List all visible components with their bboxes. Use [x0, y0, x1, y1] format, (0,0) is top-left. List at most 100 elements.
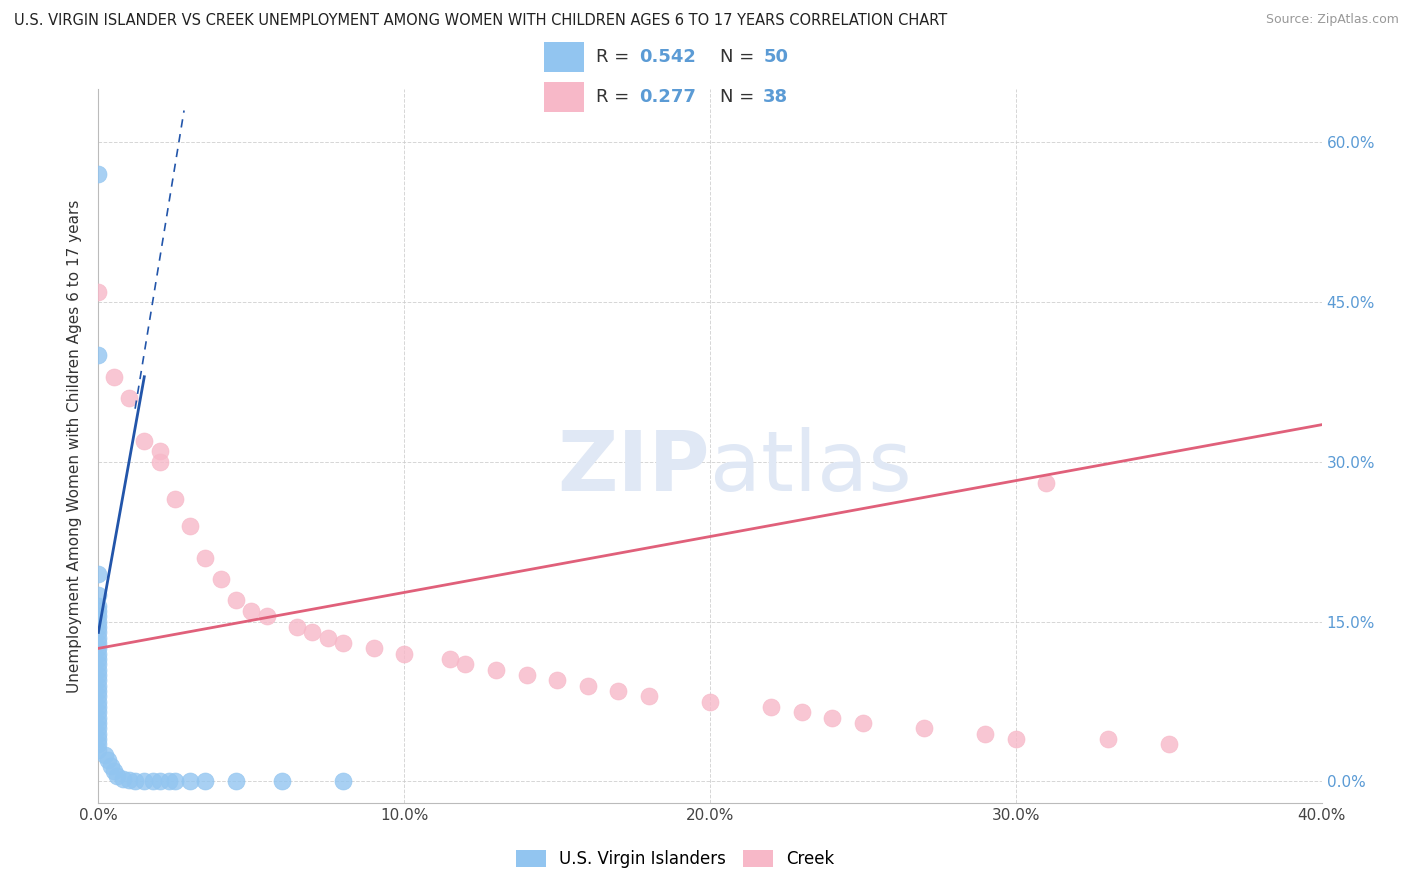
- Point: [1004, 731, 1026, 746]
- Point: [87, 641, 110, 656]
- Point: [270, 774, 294, 789]
- Point: [87, 636, 110, 650]
- Bar: [544, 43, 583, 72]
- Point: [87, 679, 110, 693]
- Point: [240, 604, 263, 618]
- Point: [87, 710, 110, 724]
- Text: U.S. VIRGIN ISLANDER VS CREEK UNEMPLOYMENT AMONG WOMEN WITH CHILDREN AGES 6 TO 1: U.S. VIRGIN ISLANDER VS CREEK UNEMPLOYME…: [14, 13, 948, 29]
- Text: Source: ZipAtlas.com: Source: ZipAtlas.com: [1265, 13, 1399, 27]
- Point: [87, 663, 110, 677]
- Point: [100, 758, 122, 772]
- Point: [87, 657, 110, 672]
- Point: [163, 492, 186, 507]
- Point: [194, 774, 217, 789]
- Point: [485, 663, 508, 677]
- Point: [179, 774, 201, 789]
- Point: [516, 668, 538, 682]
- Point: [149, 444, 172, 458]
- Point: [87, 615, 110, 629]
- Point: [87, 742, 110, 756]
- Point: [332, 774, 354, 789]
- Point: [316, 631, 339, 645]
- Point: [97, 753, 120, 767]
- Text: N =: N =: [720, 48, 759, 66]
- Point: [301, 625, 323, 640]
- Text: 0.277: 0.277: [640, 88, 696, 106]
- Point: [1097, 731, 1119, 746]
- Point: [93, 747, 115, 762]
- Point: [87, 731, 110, 746]
- Point: [699, 695, 721, 709]
- Point: [87, 604, 110, 618]
- Point: [87, 726, 110, 740]
- Point: [149, 774, 172, 789]
- Point: [87, 349, 110, 363]
- Point: [87, 599, 110, 613]
- Point: [179, 519, 201, 533]
- Point: [105, 769, 128, 783]
- Text: R =: R =: [596, 48, 636, 66]
- Point: [225, 593, 247, 607]
- Point: [332, 636, 354, 650]
- Point: [87, 684, 110, 698]
- Point: [1035, 476, 1057, 491]
- Bar: [544, 82, 583, 112]
- Point: [87, 647, 110, 661]
- Point: [163, 774, 186, 789]
- Legend: U.S. Virgin Islanders, Creek: U.S. Virgin Islanders, Creek: [509, 843, 841, 875]
- Point: [285, 620, 308, 634]
- Point: [576, 679, 599, 693]
- Point: [852, 715, 875, 730]
- Point: [142, 774, 165, 789]
- Point: [118, 773, 141, 788]
- Text: 38: 38: [763, 88, 789, 106]
- Point: [87, 673, 110, 688]
- Point: [974, 726, 997, 740]
- Y-axis label: Unemployment Among Women with Children Ages 6 to 17 years: Unemployment Among Women with Children A…: [67, 199, 83, 693]
- Point: [209, 572, 232, 586]
- Point: [87, 721, 110, 735]
- Point: [638, 690, 661, 704]
- Point: [225, 774, 247, 789]
- Text: ZIP: ZIP: [558, 427, 710, 508]
- Point: [87, 695, 110, 709]
- Point: [392, 647, 416, 661]
- Point: [134, 434, 156, 448]
- Point: [790, 706, 813, 720]
- Point: [761, 700, 783, 714]
- Point: [821, 710, 844, 724]
- Point: [149, 455, 172, 469]
- Point: [87, 652, 110, 666]
- Point: [87, 566, 110, 581]
- Point: [256, 609, 278, 624]
- Point: [103, 369, 125, 384]
- Point: [87, 700, 110, 714]
- Point: [87, 668, 110, 682]
- Point: [454, 657, 477, 672]
- Text: atlas: atlas: [710, 427, 911, 508]
- Point: [439, 652, 461, 666]
- Point: [87, 168, 110, 182]
- Point: [87, 690, 110, 704]
- Point: [87, 706, 110, 720]
- Text: N =: N =: [720, 88, 759, 106]
- Point: [134, 774, 156, 789]
- Point: [87, 588, 110, 602]
- Point: [194, 550, 217, 565]
- Point: [363, 641, 385, 656]
- Point: [607, 684, 630, 698]
- Point: [87, 625, 110, 640]
- Point: [87, 715, 110, 730]
- Point: [912, 721, 935, 735]
- Point: [87, 285, 110, 299]
- Point: [103, 764, 125, 778]
- Point: [1157, 737, 1180, 751]
- Text: 0.542: 0.542: [640, 48, 696, 66]
- Text: 50: 50: [763, 48, 789, 66]
- Point: [87, 609, 110, 624]
- Text: R =: R =: [596, 88, 636, 106]
- Point: [87, 737, 110, 751]
- Point: [87, 631, 110, 645]
- Point: [124, 774, 146, 789]
- Point: [118, 391, 141, 405]
